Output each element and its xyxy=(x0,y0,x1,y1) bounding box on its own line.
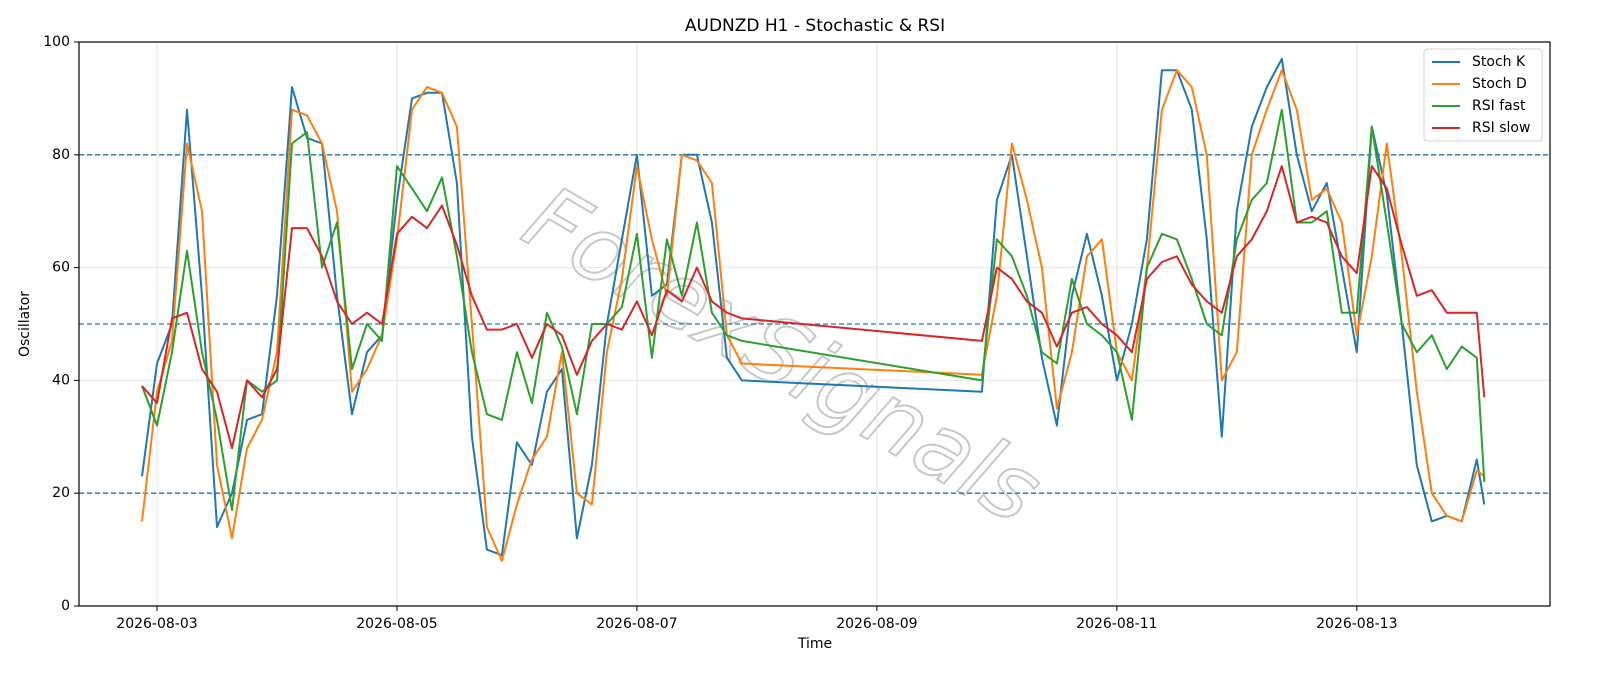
legend: Stoch K Stoch D RSI fast RSI slow xyxy=(1423,48,1543,142)
y-tick-label: 80 xyxy=(52,147,70,163)
chart-title: AUDNZD H1 - Stochastic & RSI xyxy=(685,16,945,36)
legend-label: RSI slow xyxy=(1472,120,1530,136)
x-tick-label: 2026-08-03 xyxy=(116,616,197,632)
x-tick-label: 2026-08-11 xyxy=(1076,616,1157,632)
y-tick-label: 40 xyxy=(52,372,70,388)
y-axis-label: Oscillator xyxy=(17,291,33,357)
series-line xyxy=(141,57,1486,557)
series-line xyxy=(141,108,1486,512)
y-tick-label: 20 xyxy=(52,485,70,501)
y-tick-label: 0 xyxy=(61,598,70,614)
legend-label: RSI fast xyxy=(1472,98,1526,114)
series-line xyxy=(141,165,1486,450)
series-line xyxy=(141,69,1485,562)
x-tick-label: 2026-08-13 xyxy=(1316,616,1397,632)
x-tick-label: 2026-08-05 xyxy=(356,616,437,632)
x-tick-label: 2026-08-07 xyxy=(596,616,677,632)
legend-box xyxy=(1423,48,1543,142)
watermark: ForexSignals xyxy=(507,166,1058,545)
x-axis-label: Time xyxy=(797,636,832,652)
x-tick-label: 2026-08-09 xyxy=(836,616,917,632)
legend-label: Stoch D xyxy=(1472,76,1527,92)
legend-label: Stoch K xyxy=(1472,54,1526,70)
y-tick-label: 60 xyxy=(52,260,70,276)
plot-frame xyxy=(78,41,1551,607)
y-tick-label: 100 xyxy=(43,34,70,50)
